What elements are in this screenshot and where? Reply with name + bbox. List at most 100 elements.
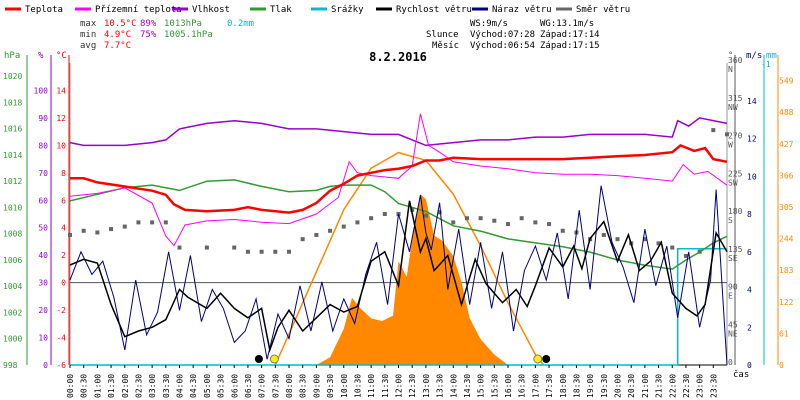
humidity-tick-label: 90	[38, 114, 48, 123]
stat-min-label: min	[80, 30, 96, 40]
solar-envelope-line	[274, 151, 545, 366]
wind-dir-point	[451, 220, 456, 225]
temperature-tick-label: 0	[61, 279, 66, 288]
wind-speed-tick-label: 10	[747, 172, 757, 181]
x-tick-label: 14:30	[463, 374, 472, 398]
wind-speed-tick-label: 4	[747, 286, 752, 295]
wind-dir-point	[328, 228, 333, 233]
pressure-tick-label: 1008	[3, 230, 22, 239]
x-tick-label: 13:30	[436, 374, 445, 398]
stat-min-hum: 75%	[140, 30, 157, 40]
humidity-tick-label: 0	[43, 361, 48, 370]
x-tick-label: 20:00	[614, 374, 623, 398]
legend-label-2: Vlhkost	[192, 5, 230, 15]
x-tick-label: 18:30	[572, 374, 581, 398]
pressure-tick-label: 1002	[3, 308, 22, 317]
x-tick-label: 00:00	[66, 374, 75, 398]
wind-dir-tick-label: 135	[728, 245, 743, 254]
wind-dir-point	[68, 232, 72, 237]
humidity-axis-label: %	[38, 51, 44, 61]
x-axis: 00:00 00:30 01:00 01:30 02:00 02:30 03:00 03:30…	[66, 365, 749, 398]
solar-tick-label: 122	[779, 298, 794, 307]
solar-tick-label: 244	[779, 235, 794, 244]
x-tick-label: 20:30	[627, 374, 636, 398]
stat-max-rain: 0.2mm	[227, 19, 254, 29]
wind-dir-point	[615, 237, 620, 242]
wind-dir-point	[642, 237, 647, 242]
info-moon-rise: Východ:06:54	[470, 41, 535, 51]
moonrise-icon	[254, 355, 263, 363]
legend: Teplota Přízemní teplota Vlhkost Tlak Srážky…	[5, 5, 630, 15]
pressure-tick-label: 1014	[3, 151, 22, 160]
wind-dir-point	[163, 220, 168, 225]
pressure-tick-label: 1012	[3, 177, 22, 186]
wind-speed-axis-label: m/s	[746, 51, 762, 61]
x-tick-label: 06:30	[244, 374, 253, 398]
wind-dir-point	[683, 253, 688, 258]
wind-dir-point	[533, 220, 538, 225]
info-sun-rise: Východ:07:28	[470, 30, 535, 40]
solar-tick-label: 427	[779, 140, 794, 149]
humidity-tick-label: 70	[38, 169, 48, 178]
solar-tick-label: 0	[779, 361, 784, 370]
wind-dir-tick-label: 360	[728, 56, 743, 65]
wind-dir-tick-label: 90	[728, 283, 738, 292]
info-ws: WS:9m/s	[470, 19, 508, 29]
wind-speed-tick-label: 2	[747, 323, 752, 332]
x-axis-label: čas	[733, 369, 749, 380]
wind-dir-point	[122, 224, 127, 229]
x-tick-label: 19:30	[600, 374, 609, 398]
wind-dir-tick-label: 180	[728, 207, 743, 216]
wind-dir-point	[670, 245, 675, 250]
x-tick-label: 08:00	[285, 374, 294, 398]
x-tick-label: 03:30	[162, 374, 171, 398]
x-tick-label: 16:00	[504, 374, 513, 398]
wind-speed-tick-label: 0	[747, 361, 752, 370]
x-tick-label: 05:00	[203, 374, 212, 398]
x-tick-label: 11:30	[381, 374, 390, 398]
x-tick-label: 03:00	[148, 374, 157, 398]
wind-dir-point	[369, 216, 374, 221]
legend-label-1: Přízemní teplota	[95, 5, 182, 15]
wind-dir-axis-label: °	[728, 51, 733, 61]
plot-area	[68, 113, 729, 366]
wind-dir-point	[423, 213, 428, 218]
wind-dir-point	[656, 241, 661, 246]
x-tick-label: 12:30	[408, 374, 417, 398]
wind-dir-point	[95, 230, 100, 235]
wind-dir-point	[478, 216, 483, 221]
wind-speed-line	[69, 200, 728, 353]
temperature-tick-label: -2	[56, 306, 66, 315]
sun-moon-info: WS:9m/s WG:13.1m/s Slunce Východ:07:28 Z…	[426, 19, 600, 51]
wind-dir-tick-name: E	[728, 292, 733, 301]
wind-dir-tick-label: 225	[728, 169, 743, 178]
wind-dir-tick-name: NE	[728, 329, 738, 338]
humidity-tick-label: 20	[38, 306, 48, 315]
stat-avg-label: avg	[80, 41, 96, 51]
wind-dir-point	[150, 220, 155, 225]
temperature-tick-label: 4	[61, 224, 66, 233]
wind-speed-tick-label: 8	[747, 210, 752, 219]
x-tick-label: 01:00	[93, 374, 102, 398]
wind-dir-tick-name: NW	[728, 103, 738, 112]
legend-label-7: Směr větru	[576, 5, 630, 15]
pressure-tick-label: 1010	[3, 203, 22, 212]
wind-dir-point	[355, 220, 360, 225]
stat-max-temp: 10.5°C	[104, 19, 137, 29]
moonset-icon	[542, 355, 551, 363]
stat-avg-temp: 7.7°C	[104, 41, 131, 51]
x-tick-label: 06:00	[230, 374, 239, 398]
humidity-tick-label: 30	[38, 279, 48, 288]
temperature-axis-label: °C	[56, 51, 67, 61]
info-sun-set: Západ:17:14	[540, 30, 600, 40]
wind-dir-point	[464, 216, 469, 221]
x-tick-label: 22:00	[668, 374, 677, 398]
solar-tick-label: 549	[779, 77, 794, 86]
ground-temperature-line	[69, 113, 728, 247]
wind-dir-point	[341, 224, 346, 229]
wind-dir-point	[287, 249, 291, 254]
solar-radiation-area	[316, 194, 508, 365]
rain-tick-label: -1	[761, 60, 771, 69]
x-tick-label: 09:00	[312, 374, 321, 398]
wind-dir-point	[109, 227, 114, 232]
